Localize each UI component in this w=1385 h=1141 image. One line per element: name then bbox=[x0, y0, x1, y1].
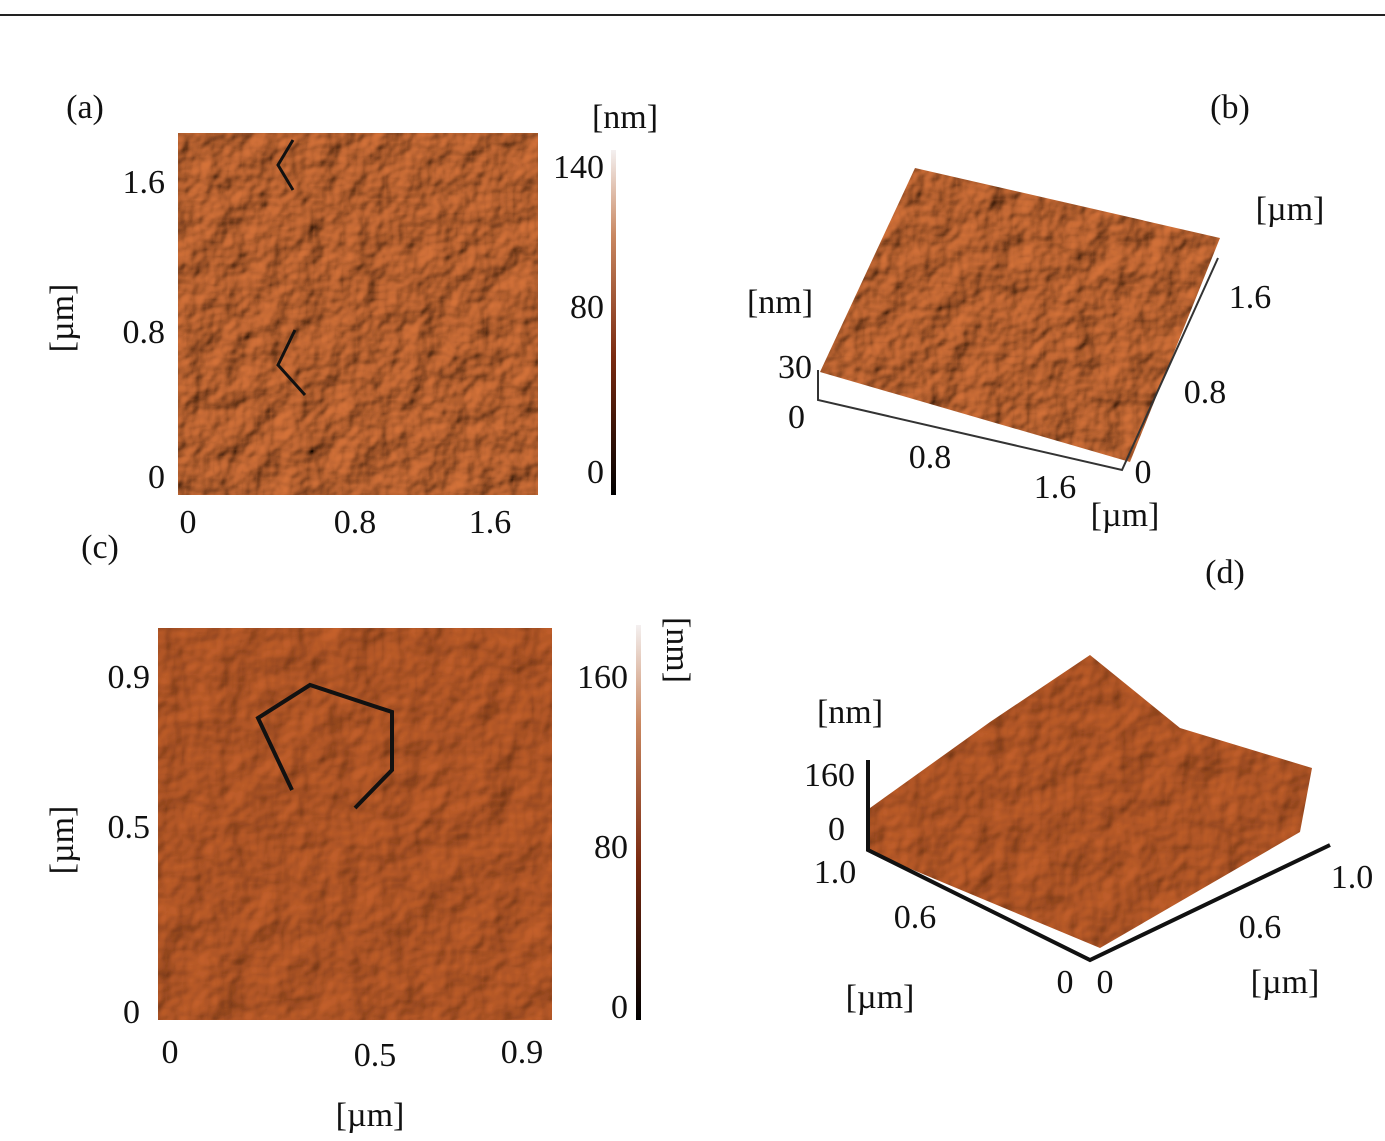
x-unit: [µm] bbox=[1091, 497, 1160, 534]
y-unit: [µm] bbox=[44, 806, 81, 875]
y-tick: 0 bbox=[123, 994, 140, 1031]
colorbar-unit: [nm] bbox=[659, 617, 696, 683]
afm-surface bbox=[800, 150, 1240, 480]
panel-label: (d) bbox=[1205, 554, 1245, 591]
x-tick: 0.8 bbox=[909, 439, 952, 476]
figure: (a) [nm] 140 80 0 1.6 0.8 0 [µm] 0 0.8 1… bbox=[0, 0, 1385, 1141]
panel-a: (a) [nm] 140 80 0 1.6 0.8 0 [µm] 0 0.8 1… bbox=[44, 89, 658, 541]
y-tick: 0.8 bbox=[123, 314, 166, 351]
afm-image bbox=[178, 133, 538, 495]
z-tick: 160 bbox=[804, 757, 855, 794]
y-tick: 0.5 bbox=[108, 809, 151, 846]
z-unit: [nm] bbox=[817, 694, 883, 731]
z-unit: [nm] bbox=[747, 284, 813, 321]
right-tick: 0.6 bbox=[1239, 909, 1282, 946]
y-unit: [µm] bbox=[44, 284, 81, 353]
x-unit: [µm] bbox=[336, 1097, 405, 1134]
x-tick: 0.9 bbox=[501, 1034, 544, 1071]
colorbar-tick: 0 bbox=[611, 989, 628, 1026]
x-tick: 1.6 bbox=[1034, 469, 1077, 506]
y-tick: 1.6 bbox=[123, 164, 166, 201]
left-unit: [µm] bbox=[846, 979, 915, 1016]
afm-image bbox=[158, 628, 552, 1020]
y-tick: 0.8 bbox=[1184, 374, 1227, 411]
panel-label: (a) bbox=[66, 89, 104, 126]
x-tick: 0.8 bbox=[334, 504, 377, 541]
y-tick: 0.9 bbox=[108, 659, 151, 696]
z-tick: 30 bbox=[778, 349, 812, 386]
right-tick: 1.0 bbox=[1331, 859, 1374, 896]
colorbar bbox=[636, 625, 641, 1020]
panel-b: (b) [µm] 1.6 0.8 0 [nm] 30 0 0.8 1.6 [µm… bbox=[747, 89, 1324, 534]
panel-d: (d) [nm] 160 0 1.0 0.6 0 [µm] 0 0.6 1.0 … bbox=[804, 554, 1373, 1016]
z-tick: 0 bbox=[828, 811, 845, 848]
left-tick: 0 bbox=[1057, 964, 1074, 1001]
colorbar-tick: 0 bbox=[587, 454, 604, 491]
colorbar-tick: 160 bbox=[577, 659, 628, 696]
panel-label: (b) bbox=[1210, 89, 1250, 126]
x-tick: 0.5 bbox=[354, 1037, 397, 1074]
y-tick: 0 bbox=[148, 459, 165, 496]
colorbar-tick: 140 bbox=[553, 149, 604, 186]
y-tick: 0 bbox=[1135, 454, 1152, 491]
right-tick: 0 bbox=[1097, 964, 1114, 1001]
left-tick: 0.6 bbox=[894, 899, 937, 936]
right-unit: [µm] bbox=[1251, 964, 1320, 1001]
panel-c: (c) [nm] 160 80 0 0.9 0.5 0 [µm] 0 0.5 0… bbox=[44, 529, 696, 1134]
panel-label: (c) bbox=[81, 529, 119, 566]
colorbar-tick: 80 bbox=[570, 289, 604, 326]
y-tick: 1.6 bbox=[1229, 279, 1272, 316]
x-tick: 0 bbox=[180, 504, 197, 541]
x-tick: 1.6 bbox=[469, 504, 512, 541]
x-tick: 0 bbox=[162, 1034, 179, 1071]
left-tick: 1.0 bbox=[814, 854, 857, 891]
z-tick: 0 bbox=[788, 399, 805, 436]
colorbar-tick: 80 bbox=[594, 829, 628, 866]
y-unit: [µm] bbox=[1256, 191, 1325, 228]
colorbar-unit: [nm] bbox=[592, 99, 658, 136]
colorbar bbox=[611, 150, 616, 495]
